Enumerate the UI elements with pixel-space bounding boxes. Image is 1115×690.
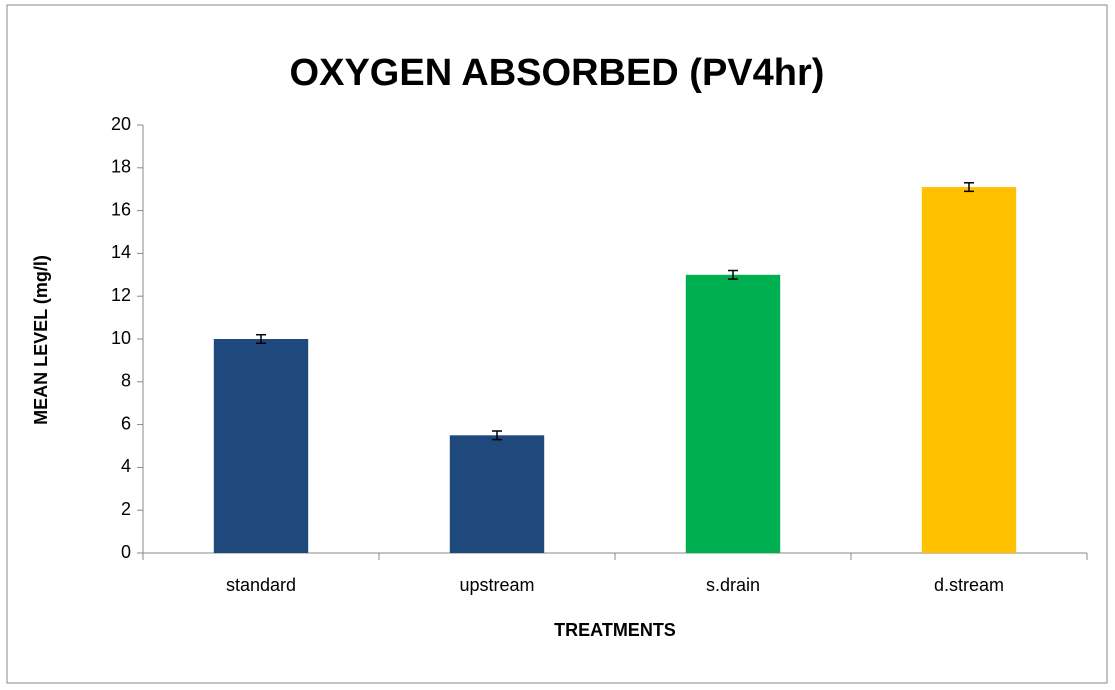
bar — [213, 339, 309, 553]
y-tick-label: 6 — [121, 413, 131, 433]
y-tick-label: 4 — [121, 456, 131, 476]
y-tick-label: 16 — [111, 199, 131, 219]
x-tick-label: s.drain — [706, 575, 760, 595]
x-tick-label: upstream — [459, 575, 534, 595]
x-tick-label: standard — [226, 575, 296, 595]
chart-title: OXYGEN ABSORBED (PV4hr) — [290, 52, 825, 94]
error-bar — [728, 269, 738, 280]
y-tick-label: 18 — [111, 157, 131, 177]
y-tick-label: 10 — [111, 328, 131, 348]
bar — [449, 435, 545, 553]
bar — [921, 187, 1017, 553]
error-bar — [492, 430, 502, 441]
y-tick-label: 2 — [121, 499, 131, 519]
error-bar — [256, 333, 266, 345]
error-bar — [964, 182, 974, 193]
y-tick-label: 0 — [121, 542, 131, 562]
y-tick-label: 20 — [111, 114, 131, 134]
bar — [685, 274, 781, 553]
x-axis-title: TREATMENTS — [554, 620, 676, 640]
y-axis-title: MEAN LEVEL (mg/l) — [31, 255, 51, 425]
y-tick-label: 14 — [111, 242, 131, 262]
x-tick-label: d.stream — [934, 575, 1004, 595]
y-tick-label: 12 — [111, 285, 131, 305]
y-tick-label: 8 — [121, 371, 131, 391]
